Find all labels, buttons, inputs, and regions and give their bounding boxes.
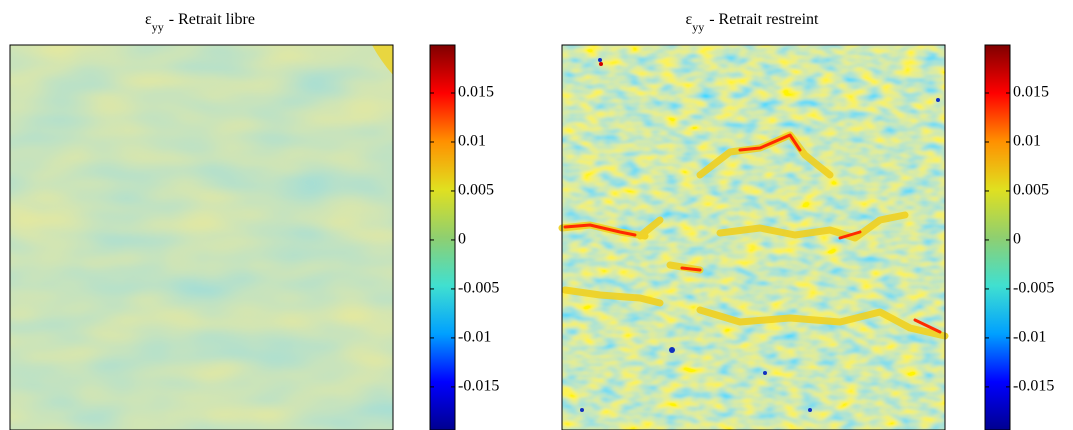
colorbar-tick-label: -0.005 [1013, 280, 1054, 297]
colorbar [429, 44, 456, 430]
chart-title: εyy - Retrait libre [145, 11, 255, 34]
colorbar-tick-label: 0.015 [1013, 84, 1049, 101]
field-left [9, 44, 394, 430]
title-subscript: yy [692, 20, 704, 34]
field-right [558, 44, 949, 430]
colorbar-tick-label: 0.015 [458, 84, 494, 101]
colorbar-tick-label: 0 [1013, 231, 1021, 248]
title-symbol: ε [685, 11, 692, 28]
colorbar-tick-label: 0.01 [458, 133, 486, 150]
colorbar-tick-label: 0 [458, 231, 466, 248]
colorbar-tick-label: -0.01 [1013, 329, 1046, 346]
colorbar-tick-label: 0.005 [458, 182, 494, 199]
colorbar-tick-label: -0.01 [458, 329, 491, 346]
colorbar-tick-label: -0.005 [458, 280, 499, 297]
title-subscript: yy [152, 20, 164, 34]
colorbar-tick-label: 0.005 [1013, 182, 1049, 199]
colorbar-tick-label: -0.015 [1013, 378, 1054, 395]
chart-title: εyy - Retrait restreint [685, 11, 819, 34]
colorbar [984, 44, 1011, 430]
title-text: - Retrait libre [169, 11, 255, 28]
title-text: - Retrait restreint [709, 11, 819, 28]
colorbar-tick-label: 0.01 [1013, 133, 1041, 150]
colorbar-tick-label: -0.015 [458, 378, 499, 395]
title-symbol: ε [145, 11, 152, 28]
